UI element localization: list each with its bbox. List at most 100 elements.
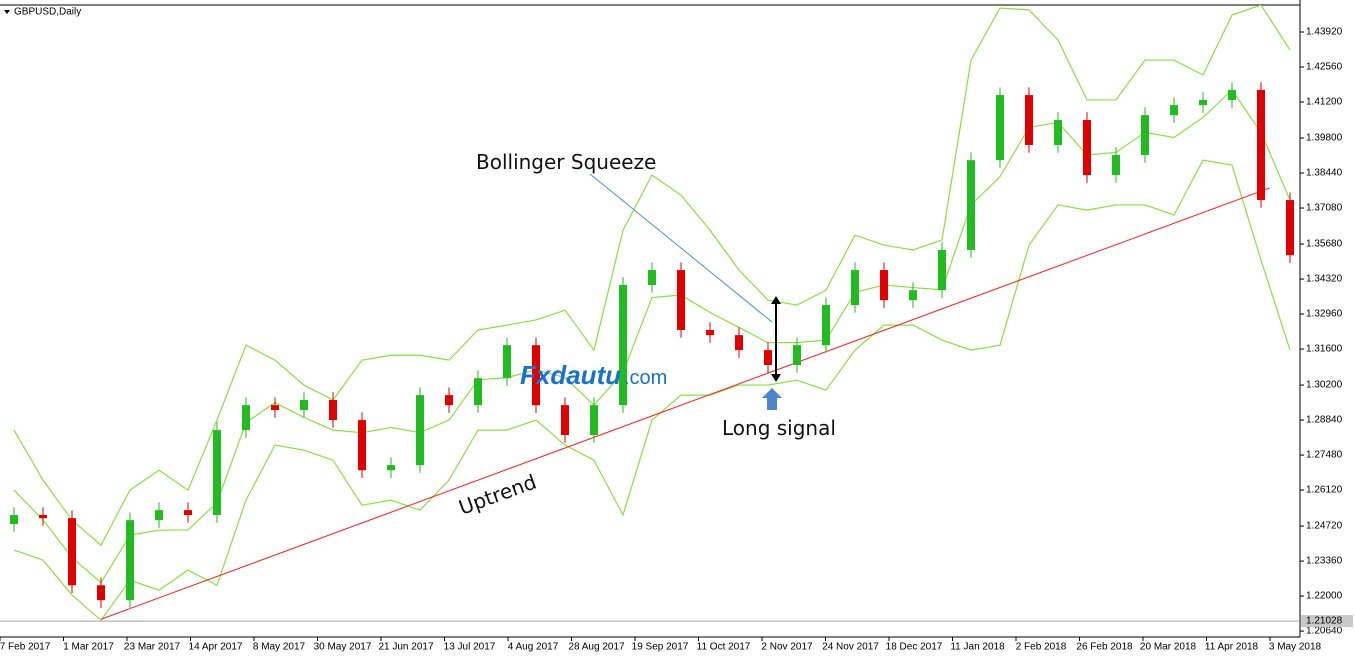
candle-body xyxy=(474,378,482,406)
candle-body xyxy=(445,395,453,406)
candle-body xyxy=(1025,95,1033,145)
x-tick-label: 18 Dec 2017 xyxy=(886,642,943,653)
candle-body xyxy=(1286,200,1294,256)
y-tick-label: 1.34320 xyxy=(1306,274,1343,285)
y-tick-label: 1.30200 xyxy=(1306,380,1343,391)
candle-body xyxy=(1083,120,1091,176)
candle-body xyxy=(155,510,163,521)
candle-body xyxy=(706,330,714,336)
candle-body xyxy=(1054,120,1062,145)
x-tick-label: 23 Mar 2017 xyxy=(124,642,181,653)
candle-body xyxy=(851,270,859,306)
candle-body xyxy=(532,345,540,406)
candle-body xyxy=(909,290,917,301)
candle-body xyxy=(213,430,221,516)
x-tick-label: 20 Mar 2018 xyxy=(1140,642,1197,653)
candle-body xyxy=(938,249,946,291)
candle-body xyxy=(97,585,105,601)
y-tick-label: 1.43920 xyxy=(1306,27,1343,38)
brand-name: Fxdautu xyxy=(520,360,621,390)
candle-body xyxy=(300,400,308,411)
x-tick-label: 19 Sep 2017 xyxy=(632,642,689,653)
bollinger-middle xyxy=(13,88,1291,584)
candle-body xyxy=(271,405,279,411)
candle-body xyxy=(1112,155,1120,176)
candle-body xyxy=(184,510,192,516)
y-tick-label: 1.35680 xyxy=(1306,239,1343,250)
trendline xyxy=(100,187,1270,620)
x-tick-label: 21 Jun 2017 xyxy=(378,642,433,653)
candle-body xyxy=(242,405,250,431)
y-tick-label: 1.41200 xyxy=(1306,97,1343,108)
y-tick-label: 1.38440 xyxy=(1306,168,1343,179)
candle-body xyxy=(561,405,569,435)
x-tick-label: 26 Feb 2018 xyxy=(1076,642,1133,653)
x-tick-label: 11 Apr 2018 xyxy=(1205,642,1259,653)
x-tick-label: 7 Feb 2017 xyxy=(0,642,51,653)
candle-body xyxy=(619,284,627,406)
x-tick-label: 2 Feb 2018 xyxy=(1016,642,1067,653)
y-tick-label: 1.27480 xyxy=(1306,450,1343,461)
x-tick-label: 14 Apr 2017 xyxy=(189,642,243,653)
candle-body xyxy=(39,515,47,519)
x-tick-label: 13 Jul 2017 xyxy=(444,642,496,653)
signal-arrow xyxy=(762,388,782,410)
plot-area xyxy=(10,5,1294,622)
candle-body xyxy=(764,350,772,366)
candle-body xyxy=(793,345,801,366)
candle-body xyxy=(1170,105,1178,116)
candle-body xyxy=(967,160,975,250)
current-price-box xyxy=(1301,615,1353,628)
bollinger-upper xyxy=(13,5,1291,547)
chart-title: GBPUSD,Daily xyxy=(14,7,81,18)
y-tick-label: 1.28840 xyxy=(1306,415,1343,426)
candle-body xyxy=(880,270,888,301)
candle-body xyxy=(68,518,76,586)
brand-suffix: .com xyxy=(624,367,667,389)
range-arrow-top xyxy=(771,296,781,304)
bollinger-lower xyxy=(13,159,1291,622)
candle-body xyxy=(126,520,134,601)
candle-body xyxy=(1228,89,1236,100)
x-tick-label: 11 Jan 2018 xyxy=(950,642,1005,653)
current-price-label: 1.21028 xyxy=(1306,616,1343,627)
x-tick-label: 11 Oct 2017 xyxy=(697,642,751,653)
candle-body xyxy=(590,405,598,435)
y-tick-label: 1.42560 xyxy=(1306,62,1343,73)
candle-body xyxy=(1199,99,1207,106)
y-tick-label: 1.37080 xyxy=(1306,203,1343,214)
menu-triangle[interactable] xyxy=(4,10,10,14)
candle-body xyxy=(387,465,395,471)
candle-body xyxy=(822,305,830,346)
y-tick-label: 1.20640 xyxy=(1306,626,1343,637)
range-arrow-bottom xyxy=(771,374,781,382)
annotation-squeeze: Bollinger Squeeze xyxy=(476,150,656,174)
candle-body xyxy=(329,400,337,421)
x-tick-label: 8 May 2017 xyxy=(253,642,306,653)
x-tick-label: 1 Mar 2017 xyxy=(63,642,114,653)
y-tick-label: 1.26120 xyxy=(1306,485,1343,496)
candle-body xyxy=(1257,89,1265,201)
y-tick-label: 1.23360 xyxy=(1306,556,1343,567)
annotation-signal: Long signal xyxy=(722,416,836,440)
x-tick-label: 4 Aug 2017 xyxy=(508,642,559,653)
candle-body xyxy=(10,515,18,525)
y-tick-label: 1.24720 xyxy=(1306,521,1343,532)
x-tick-label: 30 May 2017 xyxy=(314,642,372,653)
candle-body xyxy=(503,345,511,379)
x-tick-label: 28 Aug 2017 xyxy=(568,642,625,653)
candle-body xyxy=(648,270,656,285)
y-tick-label: 1.32960 xyxy=(1306,309,1343,320)
candle-body xyxy=(735,335,743,351)
x-tick-label: 3 May 2018 xyxy=(1269,642,1322,653)
x-tick-label: 2 Nov 2017 xyxy=(761,642,813,653)
y-tick-label: 1.22000 xyxy=(1306,591,1343,602)
candle-body xyxy=(1141,115,1149,156)
candle-body xyxy=(416,395,424,466)
squeeze-pointer xyxy=(589,173,773,323)
x-tick-label: 24 Nov 2017 xyxy=(822,642,879,653)
candle-body xyxy=(677,270,685,331)
y-tick-label: 1.39800 xyxy=(1306,133,1343,144)
candle-body xyxy=(996,95,1004,161)
